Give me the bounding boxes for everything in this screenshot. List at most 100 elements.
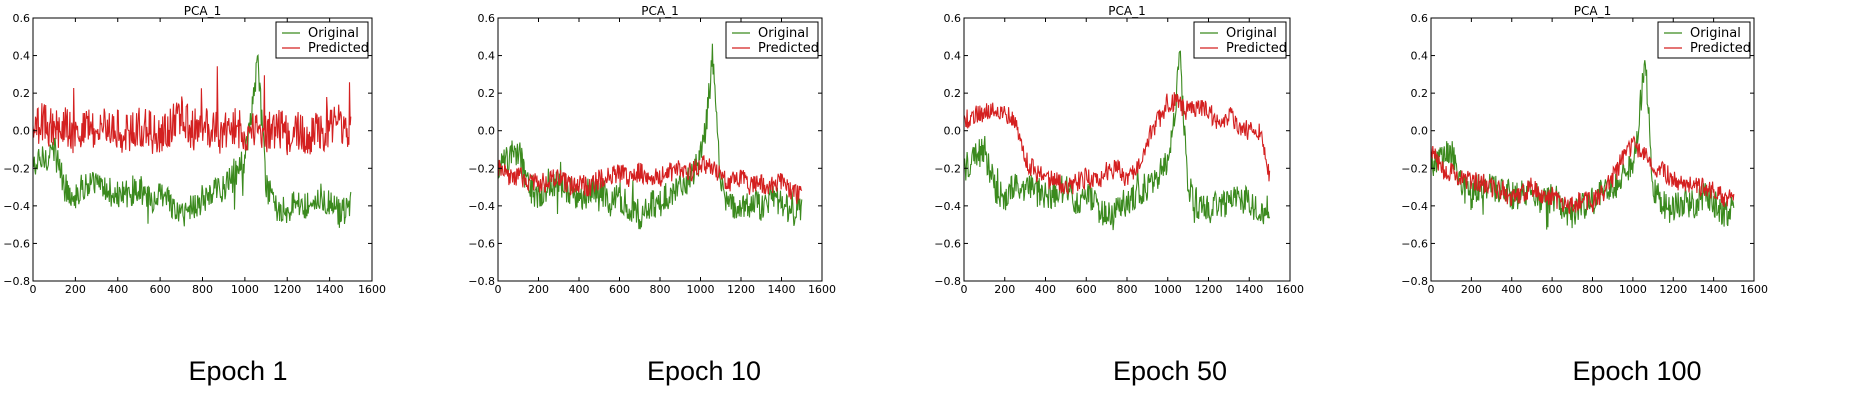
x-tick-label: 1600 <box>358 283 386 296</box>
y-tick-label: −0.6 <box>3 237 30 250</box>
x-tick-label: 1000 <box>1154 283 1182 296</box>
x-tick-label: 1400 <box>1700 283 1728 296</box>
y-tick-label: 0.6 <box>944 12 962 25</box>
chart-panel-epoch-100: PCA_1 0 200 400 600 800 1000 1200 1400 1600 0.6 0.4… <box>1399 0 1866 404</box>
x-tick-label: 1200 <box>1195 283 1223 296</box>
x-tick-label: 1600 <box>808 283 836 296</box>
x-tick-label: 1200 <box>1659 283 1687 296</box>
x-tick-label: 1000 <box>687 283 715 296</box>
x-tick-label: 1400 <box>768 283 796 296</box>
legend-box <box>1657 21 1751 59</box>
x-tick-label: 1600 <box>1276 283 1304 296</box>
series-line-original <box>32 53 352 228</box>
x-tick-label: 0 <box>1428 283 1435 296</box>
x-tick-label: 1400 <box>316 283 344 296</box>
y-tick-label: −0.2 <box>934 162 961 175</box>
y-tick-label: 0.4 <box>13 50 31 63</box>
y-tick-label: −0.4 <box>468 200 495 213</box>
chart-caption: Epoch 10 <box>646 356 762 386</box>
y-tick-label: −0.4 <box>934 200 961 213</box>
series-line-predicted <box>32 66 352 156</box>
x-tick-label: 200 <box>1461 283 1482 296</box>
x-tick-label: 1200 <box>727 283 755 296</box>
y-tick-label: −0.8 <box>1401 275 1428 288</box>
legend-label-original: Original <box>1226 26 1277 41</box>
chart-plot-epoch-50: PCA_1 0 200 400 600 800 1000 1200 1400 1600 0.6 0.4… <box>934 4 1304 296</box>
y-tick-label: 0.0 <box>1411 125 1429 138</box>
chart-caption: Epoch 1 <box>188 356 288 386</box>
legend-label-predicted: Predicted <box>1226 41 1287 56</box>
x-tick-label: 400 <box>107 283 128 296</box>
y-tick-label: −0.8 <box>934 275 961 288</box>
x-tick-label: 400 <box>1501 283 1522 296</box>
y-tick-label: 0.2 <box>478 87 496 100</box>
y-tick-label: 0.0 <box>478 125 496 138</box>
y-tick-label: 0.4 <box>944 50 962 63</box>
legend-box <box>725 21 819 59</box>
chart-caption: Epoch 50 <box>1112 356 1228 386</box>
y-tick-label: 0.4 <box>478 50 496 63</box>
series-line-predicted <box>1430 135 1735 215</box>
legend-box <box>1193 21 1287 59</box>
chart-panel-epoch-10: PCA_1 0 200 400 600 800 1000 1200 1400 1600 0.6 0.4… <box>466 0 932 404</box>
x-tick-label: 0 <box>495 283 502 296</box>
y-tick-label: 0.6 <box>1411 12 1429 25</box>
chart-title: PCA_1 <box>1108 4 1145 18</box>
y-tick-label: 0.6 <box>478 12 496 25</box>
chart-title: PCA_1 <box>1574 4 1611 18</box>
series-line-original <box>963 50 1271 231</box>
y-tick-label: −0.4 <box>1401 200 1428 213</box>
series-line-predicted <box>497 155 803 205</box>
x-tick-label: 400 <box>569 283 590 296</box>
chart-plot-epoch-1: PCA_1 0 200 400 600 800 1000 1200 1400 1600 0.6 0.4… <box>3 4 386 296</box>
legend-label-predicted: Predicted <box>308 41 369 56</box>
legend-label-original: Original <box>1690 26 1741 41</box>
series-line-original <box>1430 60 1735 230</box>
x-tick-label: 200 <box>994 283 1015 296</box>
series-line-original <box>497 43 803 230</box>
chart-panel-epoch-1: PCA_1 0 200 400 600 800 1000 1200 1400 1600 0.6 0.4… <box>0 0 466 404</box>
y-tick-label: −0.6 <box>934 237 961 250</box>
series-line-predicted <box>963 92 1271 195</box>
x-tick-label: 200 <box>65 283 86 296</box>
y-tick-label: 0.6 <box>13 12 31 25</box>
x-tick-label: 600 <box>1076 283 1097 296</box>
y-tick-label: 0.0 <box>944 125 962 138</box>
y-tick-label: −0.2 <box>3 162 30 175</box>
x-tick-label: 1400 <box>1235 283 1263 296</box>
chart-title: PCA_1 <box>184 4 221 18</box>
y-tick-label: 0.2 <box>1411 87 1429 100</box>
x-tick-label: 600 <box>1542 283 1563 296</box>
x-tick-label: 800 <box>192 283 213 296</box>
y-tick-label: 0.2 <box>944 87 962 100</box>
x-tick-label: 200 <box>528 283 549 296</box>
chart-title: PCA_1 <box>641 4 678 18</box>
x-tick-label: 800 <box>650 283 671 296</box>
x-tick-label: 400 <box>1035 283 1056 296</box>
legend-label-predicted: Predicted <box>1690 41 1751 56</box>
x-tick-label: 600 <box>150 283 171 296</box>
legend-box <box>275 21 369 59</box>
y-tick-label: 0.0 <box>13 125 31 138</box>
y-tick-label: 0.2 <box>13 87 31 100</box>
y-tick-label: −0.6 <box>1401 237 1428 250</box>
chart-caption: Epoch 100 <box>1572 356 1702 386</box>
chart-plot-epoch-100: PCA_1 0 200 400 600 800 1000 1200 1400 1600 0.6 0.4… <box>1401 4 1768 296</box>
legend-label-predicted: Predicted <box>758 41 819 56</box>
y-tick-label: −0.6 <box>468 237 495 250</box>
x-tick-label: 1000 <box>231 283 259 296</box>
y-tick-label: −0.8 <box>468 275 495 288</box>
legend-label-original: Original <box>758 26 809 41</box>
x-tick-label: 1200 <box>273 283 301 296</box>
chart-panel-epoch-50: PCA_1 0 200 400 600 800 1000 1200 1400 1600 0.6 0.4… <box>932 0 1399 404</box>
x-tick-label: 1600 <box>1740 283 1768 296</box>
x-tick-label: 0 <box>30 283 37 296</box>
x-tick-label: 800 <box>1582 283 1603 296</box>
x-tick-label: 1000 <box>1619 283 1647 296</box>
x-tick-label: 0 <box>961 283 968 296</box>
x-tick-label: 600 <box>609 283 630 296</box>
y-tick-label: −0.8 <box>3 275 30 288</box>
legend-label-original: Original <box>308 26 359 41</box>
y-tick-label: −0.2 <box>468 162 495 175</box>
y-tick-label: 0.4 <box>1411 50 1429 63</box>
